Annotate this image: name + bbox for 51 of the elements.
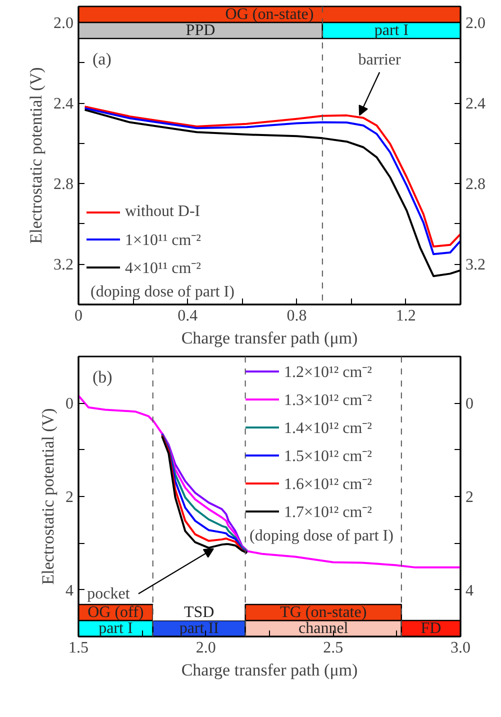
y-tick-label: 3.2 (54, 256, 74, 274)
legend-title: (doping dose of part I) (90, 284, 234, 300)
x-tick-label: 1.2 (396, 308, 416, 324)
legend-label: 1.6×10¹² cm⁻² (284, 475, 372, 494)
x-tick-label: 2.5 (323, 640, 344, 656)
legend-label: 4×10¹¹ cm⁻² (125, 259, 201, 278)
x-tick-label: 2.0 (196, 640, 216, 656)
band-label: TG (on-state) (280, 604, 367, 621)
band-label: channel (298, 620, 349, 637)
y2-tick-label: 2.0 (466, 15, 486, 32)
legend-label: 1.3×10¹² cm⁻² (284, 391, 372, 410)
text: (a) (92, 50, 112, 68)
y-tick-label: 2.4 (54, 96, 74, 113)
legend-label: without D-I (125, 202, 200, 222)
x-tick-label: 3.0 (450, 640, 470, 656)
x-tick-label: 0.4 (178, 308, 198, 324)
legend-label: 1.2×10¹² cm⁻² (284, 363, 372, 382)
y2-tick-label: 2 (466, 489, 474, 506)
y2-tick-label: 4 (466, 582, 474, 600)
x-tick-label: 0.8 (286, 308, 307, 324)
y-tick-label: 2 (66, 489, 74, 506)
legend-label: 1.4×10¹² cm⁻² (284, 419, 372, 438)
band-label: OG (off) (88, 604, 144, 621)
line-series (78, 394, 460, 568)
text: (b) (92, 368, 112, 386)
y-axis-title: Electrostatic potential (V) (26, 67, 46, 244)
band-label: OG (on-state) (225, 6, 314, 23)
legend-label: 1×10¹¹ cm⁻² (125, 231, 201, 250)
y-tick-label: 0 (66, 396, 74, 413)
legend-label: 1.7×10¹² cm⁻² (284, 503, 372, 522)
y2-tick-label: 2.4 (466, 96, 486, 113)
y-axis-title: Electrostatic potential (V) (38, 408, 58, 585)
band-label: PPD (186, 22, 216, 39)
y-tick-label: 2.8 (54, 176, 74, 194)
legend-label: 1.5×10¹² cm⁻² (284, 447, 372, 466)
band-label: part I (98, 620, 133, 637)
x-axis-title: Charge transfer path (μm) (181, 660, 358, 680)
y2-tick-label: 3.2 (466, 256, 486, 274)
y2-tick-label: 0 (466, 396, 474, 413)
band-label: part I (374, 22, 409, 39)
y-tick-label: 2.0 (54, 15, 74, 32)
annotation: pocket (87, 585, 130, 602)
y2-tick-label: 2.8 (466, 176, 486, 194)
x-tick-label: 1.5 (68, 640, 88, 656)
band-label: part II (179, 620, 219, 637)
x-axis-title: Charge transfer path (μm) (181, 328, 358, 348)
y-tick-label: 4 (66, 582, 74, 600)
annotation: barrier (358, 52, 402, 69)
legend-title: (doping dose of part I) (250, 528, 394, 544)
band-label: FD (420, 620, 442, 637)
band-label: TSD (184, 604, 214, 621)
